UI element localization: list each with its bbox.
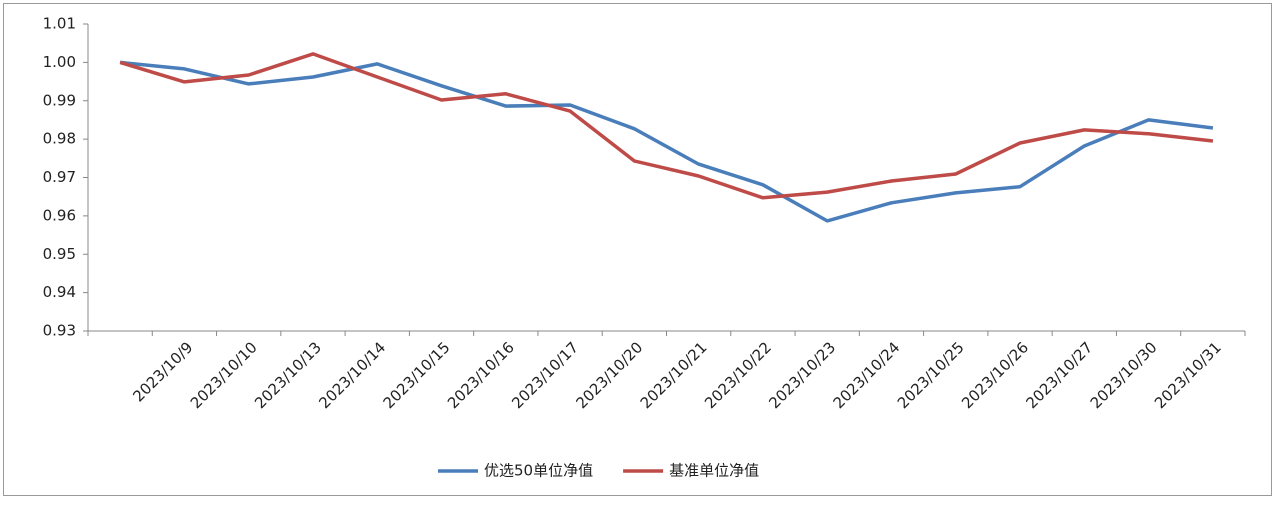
y-tick-label: 0.99 xyxy=(43,91,76,109)
series-line xyxy=(119,60,1214,223)
y-tick-label: 0.93 xyxy=(43,322,76,340)
y-tick-label: 0.98 xyxy=(43,130,76,148)
y-tick-label: 0.94 xyxy=(43,283,76,301)
y-tick-label: 0.95 xyxy=(43,245,76,263)
legend-label: 优选50单位净值 xyxy=(484,462,593,480)
y-tick-label: 1.00 xyxy=(43,53,76,71)
series-line xyxy=(119,52,1214,200)
y-tick-label: 0.96 xyxy=(43,206,76,224)
chart-border xyxy=(3,3,1272,496)
y-tick-label: 0.97 xyxy=(43,168,76,186)
legend-label: 基准单位净值 xyxy=(669,462,759,480)
y-tick-label: 1.01 xyxy=(43,15,76,33)
